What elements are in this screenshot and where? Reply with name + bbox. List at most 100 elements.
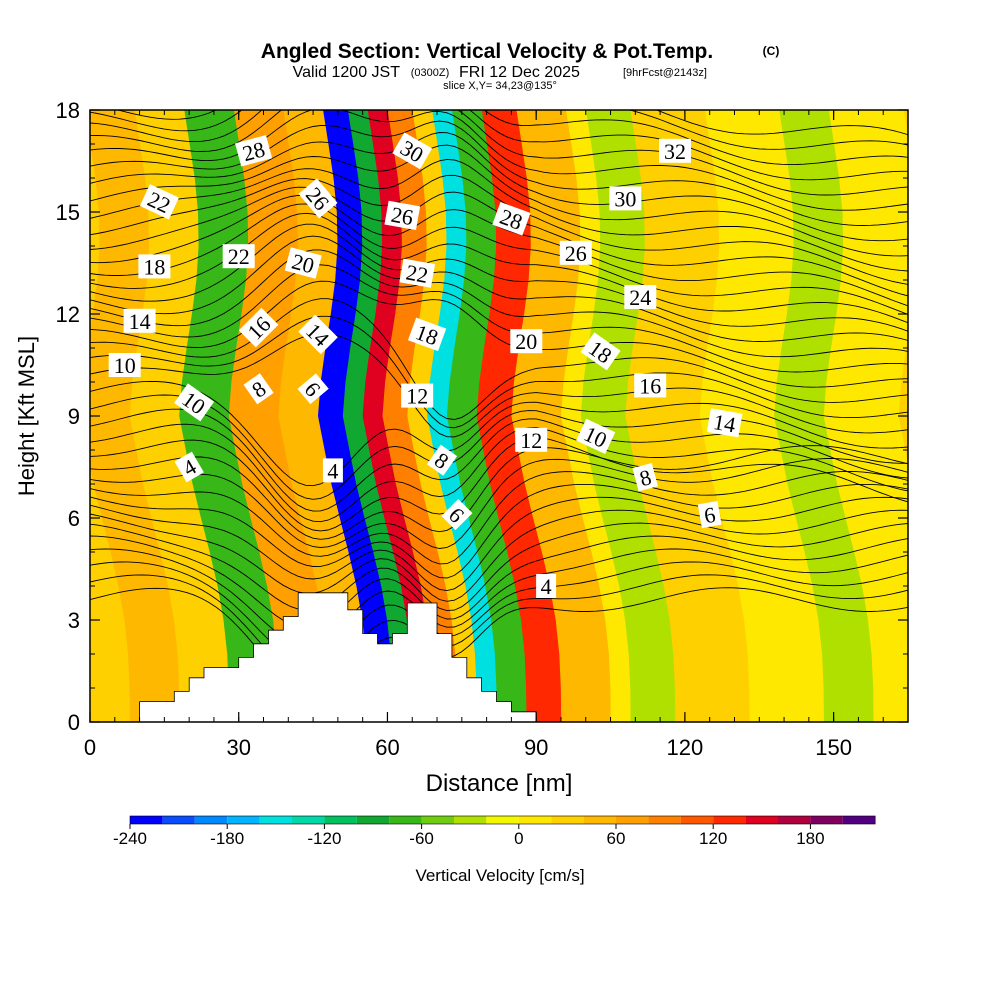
colorbar-swatch xyxy=(324,816,357,824)
isentrope-line xyxy=(90,223,908,332)
y-axis-label: Height [Kft MSL] xyxy=(14,336,39,496)
y-tick-label: 3 xyxy=(68,608,80,633)
isentrope-line xyxy=(90,203,908,315)
contour-label-bg xyxy=(426,444,458,476)
x-tick-label: 60 xyxy=(375,735,399,760)
contour-label: 12 xyxy=(401,383,434,409)
colorbar-swatch xyxy=(583,816,616,824)
colorbar-frame xyxy=(129,815,876,825)
contour-label: 26 xyxy=(298,178,338,219)
contour-label-bg xyxy=(580,332,621,371)
contour-label-bg xyxy=(559,240,592,265)
isentrope-line xyxy=(90,483,908,579)
contour-label-bg xyxy=(322,458,343,483)
terrain-profile xyxy=(90,592,908,722)
contour-label-text: 26 xyxy=(389,202,415,230)
contour-label-text: 12 xyxy=(406,384,428,409)
contour-label-bg xyxy=(576,418,616,455)
valid-time-utc: (0300Z) xyxy=(411,67,450,79)
contour-label: 12 xyxy=(515,427,548,453)
contour-label: 4 xyxy=(536,574,557,599)
contour-label-text: 32 xyxy=(664,139,686,164)
contour-label-bg xyxy=(139,184,179,220)
contour-label-bg xyxy=(174,383,215,422)
contour-label-text: 14 xyxy=(712,409,738,437)
contour-label-bg xyxy=(235,135,273,167)
contour-label-bg xyxy=(174,451,204,483)
x-tick-label: 120 xyxy=(667,735,704,760)
isentrope-line xyxy=(90,110,908,181)
contour-label: 18 xyxy=(138,254,171,279)
colorbar-tick-label: -60 xyxy=(409,829,434,848)
isentrope-line xyxy=(90,423,908,523)
isentrope-line xyxy=(90,574,908,679)
contour-label-bg xyxy=(697,501,722,529)
valid-time-prefix: Valid 1200 JST xyxy=(293,64,401,81)
contour-label-bg xyxy=(297,373,329,405)
isentrope-line xyxy=(90,496,908,592)
contour-label: 32 xyxy=(659,138,691,164)
contour-label-text: 22 xyxy=(404,259,430,287)
colorbar-tick-label: -180 xyxy=(210,829,244,848)
contour-label: 16 xyxy=(634,373,667,398)
isentrope-line xyxy=(90,264,908,373)
contour-label: 20 xyxy=(284,247,322,279)
colorbar-tick-label: 180 xyxy=(796,829,824,848)
isentrope-line xyxy=(90,470,908,565)
valid-date: FRI 12 Dec 2025 xyxy=(459,64,580,81)
contour-label-text: 30 xyxy=(614,186,636,211)
isentrope-line xyxy=(90,120,908,226)
terrain-area xyxy=(90,592,908,722)
contour-label-bg xyxy=(659,138,691,163)
contour-label: 20 xyxy=(510,329,543,354)
contour-label-bg xyxy=(222,244,255,269)
colorbar-swatch xyxy=(486,816,519,824)
contour-label: 8 xyxy=(632,463,658,492)
contour-label-text: 18 xyxy=(143,254,165,279)
contour-label: 28 xyxy=(492,202,531,236)
forecast-info: [9hrFcst@2143z] xyxy=(623,67,707,79)
contour-label-bg xyxy=(123,308,156,333)
contour-label-text: 16 xyxy=(639,373,661,398)
contour-label: 14 xyxy=(123,308,156,334)
isentrope-line xyxy=(90,408,908,512)
chart-title: Angled Section: Vertical Velocity & Pot.… xyxy=(261,40,713,63)
contour-label-text: 22 xyxy=(228,244,250,269)
contour-label-text: 6 xyxy=(702,502,717,529)
contour-label: 8 xyxy=(426,444,458,476)
colorbar-tick-label: 0 xyxy=(514,829,523,848)
contour-label-text: 14 xyxy=(129,309,151,334)
colorbar-swatch xyxy=(713,816,746,824)
slice-info: slice X,Y= 34,23@135° xyxy=(443,80,557,92)
colorbar-swatch xyxy=(518,816,552,824)
isentrope-line xyxy=(90,132,908,242)
colorbar-swatch xyxy=(292,816,325,824)
axes: 0 30 60 90 120 150 0 3 6 9 12 15 18 xyxy=(56,98,909,760)
contour-label-bg xyxy=(706,408,743,438)
contour-label-bg xyxy=(238,307,279,348)
contour-label: 14 xyxy=(706,408,743,438)
isentrope-line xyxy=(90,280,908,388)
colorbar-swatch xyxy=(421,816,454,824)
contour-label-bg xyxy=(399,258,436,288)
contour-label: 6 xyxy=(697,501,722,529)
contour-label-text: 4 xyxy=(541,574,552,599)
contour-label: 22 xyxy=(399,258,436,288)
contour-label-text: 20 xyxy=(515,329,537,354)
isentrope-line xyxy=(90,458,908,549)
contour-label-text: 12 xyxy=(520,428,542,453)
contour-label-bg xyxy=(510,329,543,354)
y-tick-label: 15 xyxy=(56,200,80,225)
contour-label-bg xyxy=(298,314,338,355)
y-tick-label: 12 xyxy=(56,302,80,327)
colorbar-tick-label: 120 xyxy=(699,829,727,848)
isentrope-line xyxy=(90,298,908,420)
isentrope-line xyxy=(90,110,908,196)
colorbar: -240 -180 -120 -60 0 60 120 180 xyxy=(113,815,876,848)
colorbar-swatch xyxy=(810,816,843,824)
colorbar-swatch xyxy=(194,816,228,824)
contour-label-bg xyxy=(298,178,338,219)
contour-label: 18 xyxy=(407,317,447,352)
contour-label: 22 xyxy=(222,244,255,269)
contour-label-bg xyxy=(392,132,433,170)
